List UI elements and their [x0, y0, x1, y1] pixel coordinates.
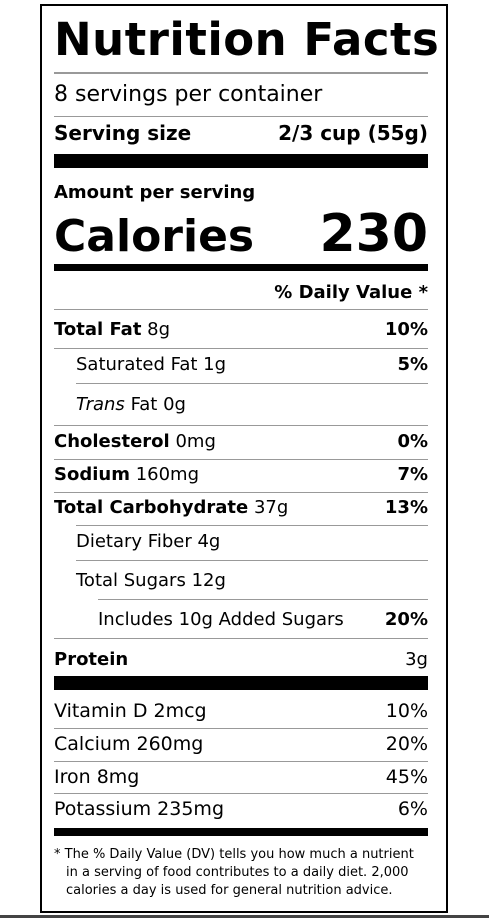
nutrient-name-italic: Trans	[76, 394, 125, 415]
nutrient-name: Includes 10g Added Sugars	[98, 609, 344, 630]
nutrient-amount: 8g	[147, 319, 171, 340]
nutrient-name: Cholesterol	[54, 431, 170, 452]
divider	[98, 599, 428, 600]
vitamin-dv: 20%	[385, 733, 428, 755]
calories-label: Calories	[54, 211, 255, 262]
vitamin-name: Iron 8mg	[54, 766, 140, 788]
nutrient-name: Dietary Fiber	[76, 531, 192, 552]
nutrient-row-total-fat: Total Fat 8g 10%	[54, 317, 428, 343]
nutrient-amount: 12g	[191, 570, 226, 591]
vitamin-name: Potassium 235mg	[54, 798, 224, 820]
serving-size-row: Serving size 2/3 cup (55g)	[54, 119, 428, 147]
footnote-line: in a serving of food contributes to a da…	[66, 865, 409, 880]
nutrient-row-protein: Protein 3g	[54, 647, 428, 673]
serving-size-label: Serving size	[54, 121, 192, 145]
calories-value: 230	[319, 204, 428, 264]
nutrient-name: Sodium	[54, 464, 130, 485]
nutrient-dv: 20%	[384, 609, 428, 630]
divider	[54, 492, 428, 493]
footnote-line: * The % Daily Value (DV) tells you how m…	[54, 847, 414, 862]
nutrient-name: Total Fat	[54, 319, 142, 340]
daily-value-header: % Daily Value *	[274, 282, 428, 303]
nutrient-row-sodium: Sodium 160mg 7%	[54, 462, 428, 488]
divider	[54, 309, 428, 310]
divider	[76, 560, 428, 561]
nutrient-row-saturated-fat: Saturated Fat 1g 5%	[54, 352, 428, 378]
vitamin-row-calcium: Calcium 260mg 20%	[54, 731, 428, 757]
nutrient-amount: 0mg	[175, 431, 216, 452]
divider	[76, 383, 428, 384]
thick-divider	[54, 154, 428, 168]
divider	[54, 793, 428, 794]
nutrient-dv: 5%	[397, 354, 428, 375]
nutrient-row-dietary-fiber: Dietary Fiber 4g	[54, 529, 428, 555]
nutrient-dv: 0%	[397, 431, 428, 452]
divider	[54, 459, 428, 460]
serving-size-value: 2/3 cup (55g)	[278, 121, 428, 145]
nutrient-row-cholesterol: Cholesterol 0mg 0%	[54, 429, 428, 455]
vitamin-name: Calcium 260mg	[54, 733, 204, 755]
nutrient-name: Fat	[130, 394, 158, 415]
vitamin-dv: 10%	[385, 700, 428, 722]
vitamin-dv: 6%	[397, 798, 428, 820]
vitamin-row-iron: Iron 8mg 45%	[54, 764, 428, 790]
label-title: Nutrition Facts	[54, 13, 440, 66]
vitamin-dv: 45%	[385, 766, 428, 788]
amount-per-serving: Amount per serving	[54, 182, 256, 203]
page-bottom-border	[0, 915, 489, 918]
calories-row: Calories 230	[54, 200, 428, 271]
nutrient-name: Total Sugars	[76, 570, 186, 591]
nutrient-row-total-sugars: Total Sugars 12g	[54, 568, 428, 594]
nutrition-facts-label: Nutrition Facts 8 servings per container…	[40, 4, 448, 913]
footnote: * The % Daily Value (DV) tells you how m…	[54, 846, 428, 900]
nutrient-name: Saturated Fat	[76, 354, 198, 375]
medium-divider	[54, 264, 428, 271]
nutrient-amount: 3g	[405, 649, 428, 670]
divider	[54, 728, 428, 729]
nutrient-amount: 4g	[197, 531, 221, 552]
divider	[54, 638, 428, 639]
vitamin-row-potassium: Potassium 235mg 6%	[54, 796, 428, 822]
servings-per-container: 8 servings per container	[54, 82, 323, 107]
footnote-line: calories a day is used for general nutri…	[66, 883, 393, 898]
vitamin-row-vitamin-d: Vitamin D 2mcg 10%	[54, 698, 428, 724]
thick-divider	[54, 676, 428, 690]
nutrient-row-trans-fat: Trans Fat 0g	[54, 392, 428, 418]
nutrient-amount: 0g	[163, 394, 186, 415]
nutrient-dv: 10%	[384, 319, 428, 340]
nutrient-dv: 7%	[397, 464, 428, 485]
nutrient-row-total-carbohydrate: Total Carbohydrate 37g 13%	[54, 495, 428, 521]
nutrient-dv: 13%	[384, 497, 428, 518]
divider	[54, 116, 428, 117]
nutrient-amount: 160mg	[135, 464, 200, 485]
divider	[54, 761, 428, 762]
divider	[54, 72, 428, 74]
divider	[54, 425, 428, 426]
divider	[76, 525, 428, 526]
divider	[54, 348, 428, 349]
nutrient-amount: 37g	[253, 497, 289, 518]
vitamin-name: Vitamin D 2mcg	[54, 700, 207, 722]
nutrient-amount: 1g	[203, 354, 227, 375]
medium-divider	[54, 828, 428, 836]
nutrient-row-added-sugars: Includes 10g Added Sugars 20%	[54, 607, 428, 633]
nutrient-name: Protein	[54, 649, 129, 670]
nutrient-name: Total Carbohydrate	[54, 497, 249, 518]
